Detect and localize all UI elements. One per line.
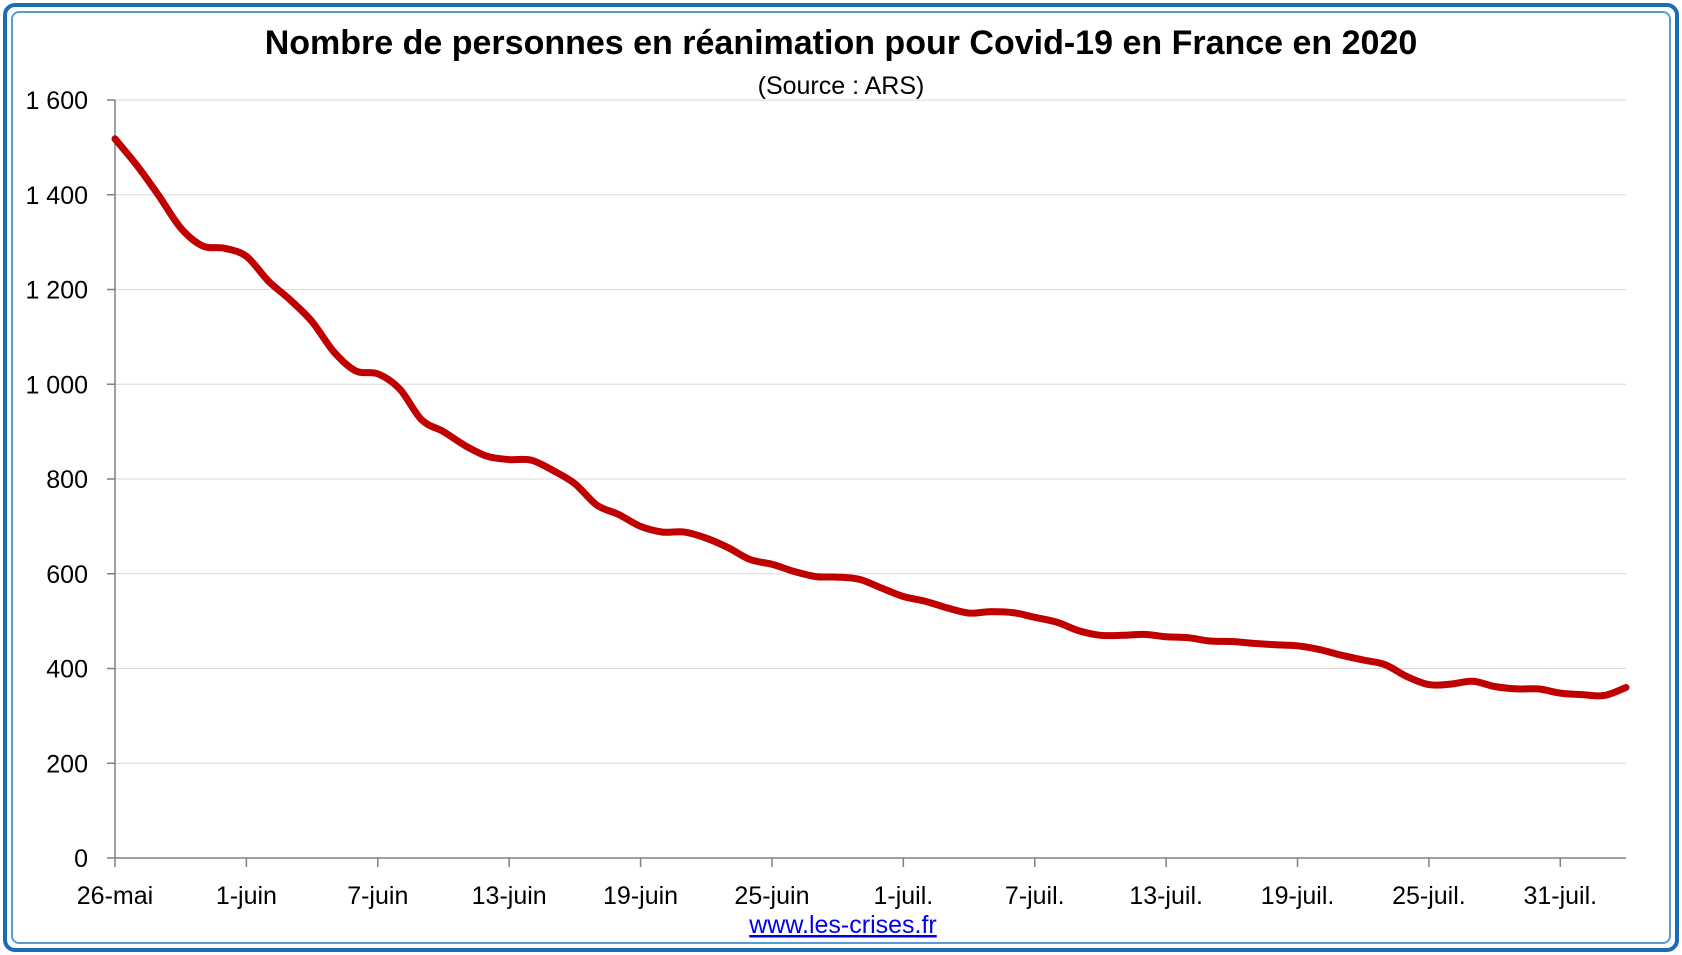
- gridlines: [115, 99, 1626, 764]
- y-tick-label: 1 000: [25, 371, 88, 399]
- x-tick-label: 31-juil.: [1523, 882, 1597, 910]
- chart-frame-inner: [11, 11, 1671, 944]
- x-tick-label: 1-juil.: [873, 882, 933, 910]
- x-tick-label: 13-juin: [472, 882, 547, 910]
- x-tick-label: 26-mai: [77, 882, 153, 910]
- chart-title: Nombre de personnes en réanimation pour …: [265, 24, 1418, 62]
- y-tick-label: 600: [46, 561, 88, 589]
- source-link[interactable]: www.les-crises.fr: [748, 911, 937, 939]
- y-tick-label: 0: [74, 845, 88, 873]
- x-tick-label: 19-juil.: [1261, 882, 1335, 910]
- x-tick-label: 1-juin: [216, 882, 277, 910]
- y-tick-label: 400: [46, 656, 88, 684]
- x-axis-tick-labels: 26-mai 1-juin 7-juin 13-juin 19-juin 25-juin 1…: [77, 858, 1597, 910]
- y-tick-label: 1 400: [25, 182, 88, 210]
- chart-subtitle: (Source : ARS): [758, 72, 925, 100]
- series-layer: [111, 135, 1630, 700]
- x-tick-label: 25-juin: [734, 882, 809, 910]
- x-tick-label: 7-juin: [347, 882, 408, 910]
- y-tick-label: 200: [46, 750, 88, 778]
- y-tick-label: 1 600: [25, 87, 88, 115]
- y-tick-label: 800: [46, 466, 88, 494]
- chart-frame: [3, 3, 1679, 952]
- x-tick-label: 25-juil.: [1392, 882, 1466, 910]
- y-axis-tick-labels: 0 200 400 600 800 1 000 1 200 1 400 1 600: [25, 87, 115, 873]
- x-tick-label: 7-juil.: [1005, 882, 1065, 910]
- series-line-reanimation: [111, 135, 1630, 700]
- y-tick-label: 1 200: [25, 277, 88, 305]
- x-tick-label: 19-juin: [603, 882, 678, 910]
- x-tick-label: 13-juil.: [1129, 882, 1203, 910]
